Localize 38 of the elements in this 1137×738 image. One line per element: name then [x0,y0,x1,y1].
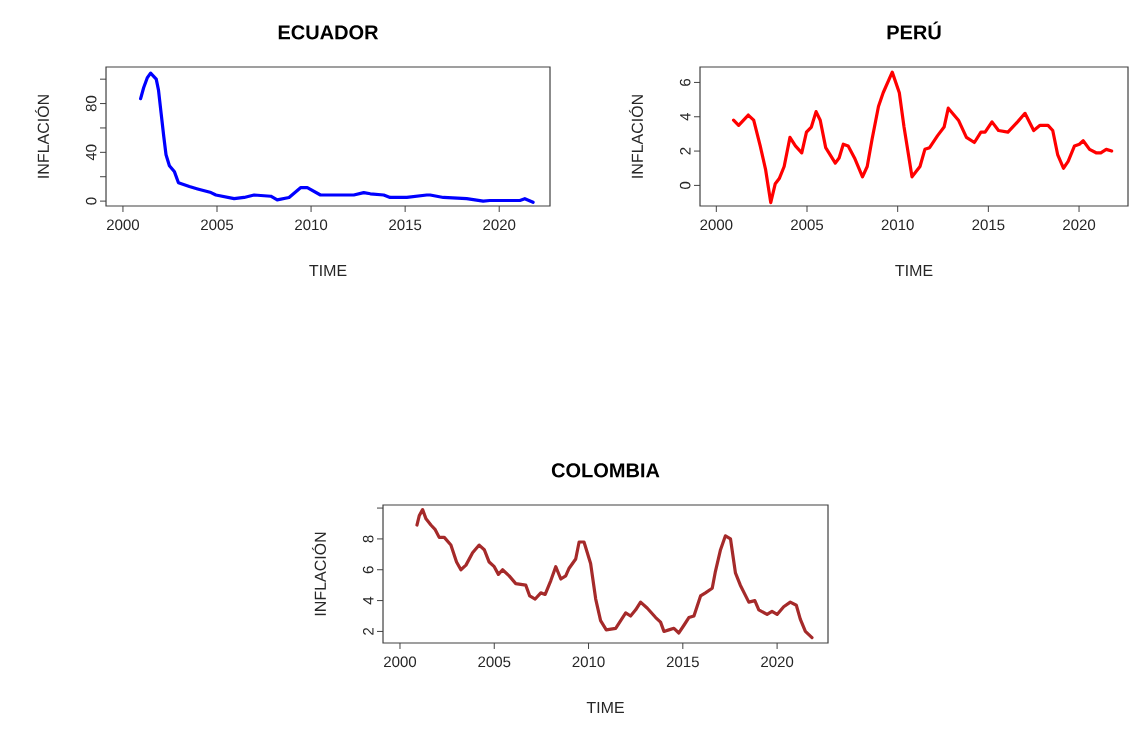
x-tick-label: 2010 [881,219,914,231]
x-tick-label: 2010 [295,219,328,231]
chart-title: ECUADOR [278,25,379,40]
y-axis-title: INFLACIÓN [311,532,326,616]
chart-title: PERÚ [887,21,941,40]
y-tick-label: 0 [679,181,691,189]
y-tick-label: 4 [680,113,691,121]
y-tick-label: 80 [85,95,97,112]
y-tick-label: 40 [85,144,97,161]
line-series [731,70,1114,205]
x-tick-label: 2000 [384,656,417,668]
y-tick-label: 6 [679,78,691,86]
x-axis-title: TIME [309,265,347,277]
x-tick-label: 2005 [791,219,824,231]
x-tick-label: 2000 [107,219,140,231]
y-tick-label: 2 [680,147,691,155]
x-tick-label: 2015 [389,219,422,231]
x-tick-label: 2015 [972,219,1005,231]
y-tick-label: 0 [85,197,97,205]
x-tick-label: 2020 [761,656,794,668]
x-tick-label: 2020 [483,219,516,231]
y-axis-title: INFLACIÓN [628,95,643,178]
x-tick-label: 2005 [201,219,234,231]
line-series [139,71,535,204]
y-tick-label: 6 [362,566,374,574]
y-tick-label: 2 [363,628,374,635]
y-tick-label: 8 [362,535,374,543]
x-axis-title: TIME [586,702,624,714]
chart-title: COLOMBIA [551,463,660,478]
x-axis-title: TIME [895,265,933,277]
y-axis-title: INFLACIÓN [34,95,49,178]
x-tick-label: 2005 [478,656,511,668]
x-tick-label: 2000 [700,219,733,231]
x-tick-label: 2010 [572,656,605,668]
x-tick-label: 2020 [1063,219,1096,231]
line-series [415,508,814,640]
y-tick-label: 4 [363,596,374,605]
x-tick-label: 2015 [666,656,699,668]
